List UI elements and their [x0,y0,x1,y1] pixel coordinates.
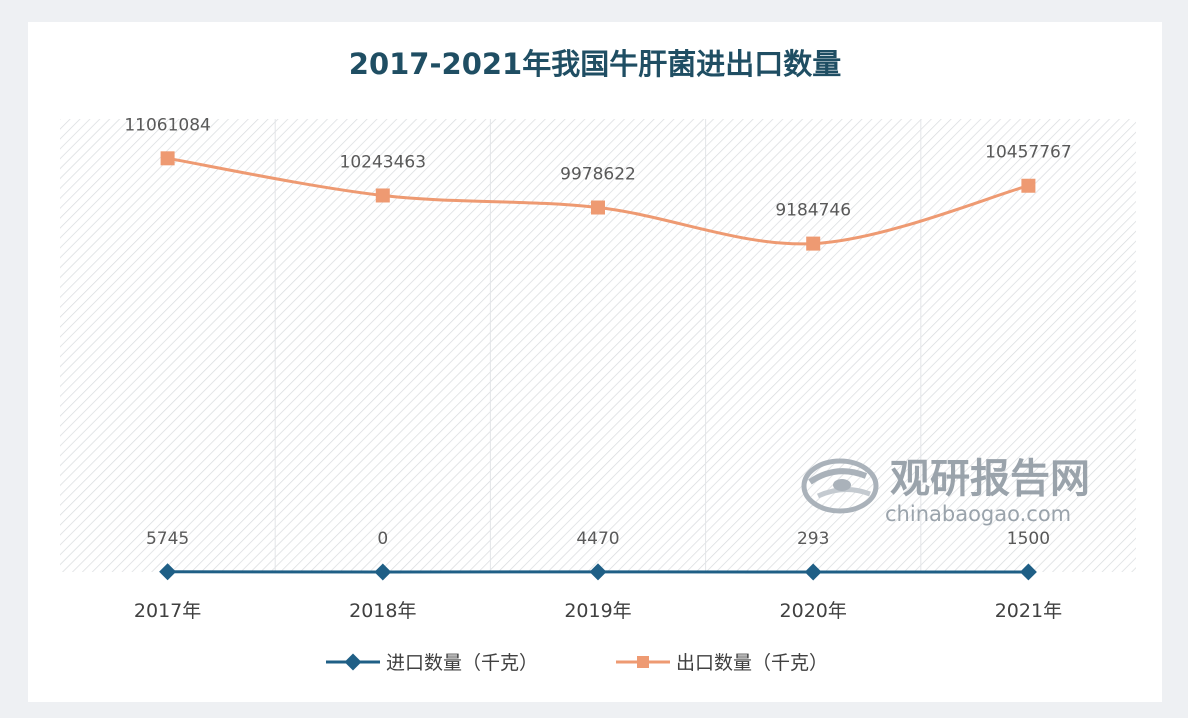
legend-export-marker [637,656,649,668]
export-point [591,200,605,215]
line-chart: 2017-2021年我国牛肝菌进出口数量 观研报告网 chinabaogao.c… [60,47,1136,674]
legend-item-export: 出口数量（千克） [616,652,828,674]
category-dividers [274,119,922,572]
x-axis-ticks: 2017年 2018年 2019年 2020年 2021年 [134,600,1062,622]
chart-card: 2017-2021年我国牛肝菌进出口数量 观研报告网 chinabaogao.c… [28,22,1162,702]
x-tick-label: 2020年 [780,600,847,622]
legend-export-label: 出口数量（千克） [676,652,828,674]
import-point [374,563,392,581]
legend-import-label: 进口数量（千克） [386,652,538,674]
export-data-label: 11061084 [124,115,211,135]
chart-title: 2017-2021年我国牛肝菌进出口数量 [349,47,841,81]
import-point [159,563,177,581]
export-data-label: 10243463 [340,152,427,172]
export-data-label: 9978622 [560,165,636,185]
import-data-label: 4470 [576,529,619,549]
plot-area [60,119,1136,572]
export-data-label: 9184746 [775,201,851,221]
legend-item-import: 进口数量（千克） [326,652,538,674]
export-point [160,151,175,166]
export-data-label: 10457767 [985,143,1072,163]
x-tick-label: 2019年 [564,600,631,622]
import-point [804,563,822,581]
export-point [1021,178,1036,193]
import-data-label: 5745 [146,529,189,549]
import-data-label: 293 [797,529,829,549]
series-layer: 5745 0 4470 293 1500 11061084 10243463 9978622 9… [124,115,1072,581]
import-point [589,563,607,581]
import-data-label: 1500 [1007,529,1050,549]
import-data-label: 0 [377,529,388,549]
x-tick-label: 2018年 [349,600,416,622]
watermark-name: 观研报告网 [890,456,1090,502]
x-tick-label: 2017年 [134,600,201,622]
watermark-url: chinabaogao.com [885,502,1071,526]
export-point [806,236,821,251]
legend: 进口数量（千克） 出口数量（千克） [326,652,828,674]
watermark-logo-icon [801,458,879,514]
x-tick-label: 2021年 [995,600,1062,622]
import-point [1019,563,1037,581]
watermark: 观研报告网 chinabaogao.com [801,456,1090,526]
legend-import-marker [344,653,362,671]
export-point [375,188,390,203]
